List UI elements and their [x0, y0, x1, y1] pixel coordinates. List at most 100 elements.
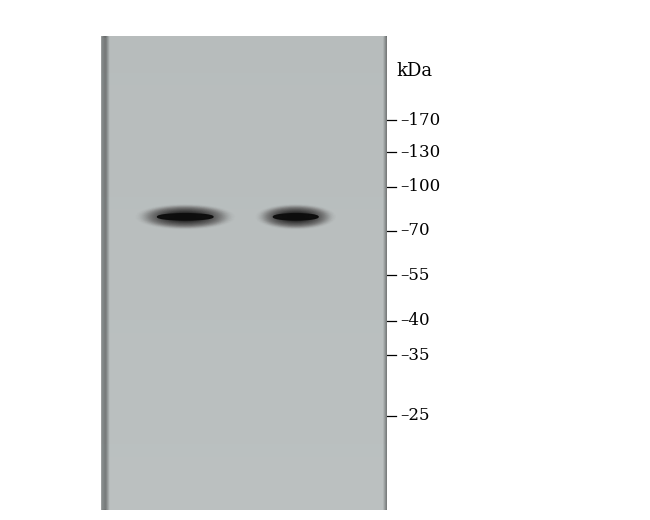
Ellipse shape — [271, 209, 320, 225]
Text: –40: –40 — [400, 312, 430, 329]
Ellipse shape — [259, 205, 333, 228]
Text: 2: 2 — [304, 62, 317, 81]
Bar — [101, 36, 105, 510]
Ellipse shape — [268, 209, 323, 225]
Text: –35: –35 — [400, 347, 430, 364]
Ellipse shape — [259, 206, 332, 228]
Ellipse shape — [171, 213, 200, 220]
Ellipse shape — [157, 214, 213, 220]
Bar — [384, 36, 389, 510]
Ellipse shape — [285, 214, 306, 220]
Ellipse shape — [281, 212, 311, 222]
Bar — [384, 36, 387, 510]
Ellipse shape — [163, 212, 207, 222]
Bar — [384, 36, 388, 510]
Ellipse shape — [283, 213, 309, 221]
Bar — [103, 36, 108, 510]
Ellipse shape — [174, 214, 196, 219]
Ellipse shape — [169, 213, 202, 221]
Bar — [101, 36, 105, 510]
Ellipse shape — [280, 212, 311, 222]
Ellipse shape — [276, 211, 316, 223]
Bar — [383, 36, 387, 510]
Bar — [386, 36, 391, 510]
Text: kDa: kDa — [396, 62, 432, 81]
Bar — [103, 36, 107, 510]
Bar — [385, 36, 389, 510]
Ellipse shape — [263, 207, 328, 227]
Ellipse shape — [145, 207, 226, 227]
Bar — [105, 36, 109, 510]
Ellipse shape — [177, 215, 193, 219]
Ellipse shape — [289, 215, 303, 219]
Bar — [101, 36, 106, 510]
Bar — [385, 36, 389, 510]
Bar — [101, 36, 105, 510]
Ellipse shape — [172, 214, 198, 220]
Ellipse shape — [176, 214, 195, 219]
Ellipse shape — [279, 212, 313, 222]
Bar — [104, 36, 108, 510]
Bar — [102, 36, 107, 510]
Ellipse shape — [278, 212, 313, 222]
Ellipse shape — [142, 206, 229, 228]
Ellipse shape — [287, 214, 304, 219]
Bar — [382, 36, 387, 510]
Ellipse shape — [276, 211, 315, 223]
Bar — [387, 36, 391, 510]
Ellipse shape — [262, 206, 330, 227]
Ellipse shape — [144, 206, 227, 227]
Ellipse shape — [149, 208, 222, 226]
Text: –100: –100 — [400, 178, 440, 195]
Bar — [105, 36, 109, 510]
Bar — [384, 36, 388, 510]
Bar — [102, 36, 107, 510]
Ellipse shape — [286, 214, 306, 220]
Text: –55: –55 — [400, 267, 430, 284]
Ellipse shape — [269, 209, 322, 225]
Ellipse shape — [148, 207, 222, 226]
Bar — [385, 36, 389, 510]
Ellipse shape — [290, 215, 302, 219]
Ellipse shape — [266, 207, 326, 226]
Ellipse shape — [261, 206, 331, 228]
Ellipse shape — [274, 211, 317, 223]
Ellipse shape — [158, 210, 213, 224]
Bar — [385, 36, 389, 510]
Ellipse shape — [274, 210, 318, 224]
Ellipse shape — [151, 209, 219, 225]
Ellipse shape — [160, 211, 211, 223]
Bar — [386, 36, 391, 510]
Ellipse shape — [162, 211, 208, 223]
Ellipse shape — [150, 208, 220, 226]
Ellipse shape — [281, 213, 310, 221]
Bar — [384, 36, 389, 510]
Ellipse shape — [166, 212, 204, 222]
Ellipse shape — [156, 210, 214, 224]
Ellipse shape — [170, 213, 200, 220]
Ellipse shape — [142, 206, 228, 227]
Bar — [383, 36, 387, 510]
Ellipse shape — [268, 208, 324, 226]
Ellipse shape — [159, 211, 211, 223]
Ellipse shape — [157, 210, 214, 224]
Ellipse shape — [140, 206, 230, 228]
Ellipse shape — [161, 211, 209, 223]
Ellipse shape — [155, 209, 216, 225]
Bar — [103, 36, 107, 510]
Ellipse shape — [283, 213, 308, 220]
Ellipse shape — [153, 209, 218, 225]
Bar — [383, 36, 387, 510]
Ellipse shape — [166, 212, 205, 222]
Text: –25: –25 — [400, 407, 430, 424]
Ellipse shape — [264, 207, 328, 227]
Ellipse shape — [272, 210, 320, 224]
Ellipse shape — [147, 207, 224, 226]
Ellipse shape — [146, 207, 225, 227]
Ellipse shape — [177, 215, 194, 219]
Ellipse shape — [284, 213, 307, 220]
Bar — [101, 36, 106, 510]
Bar — [104, 36, 109, 510]
Bar — [384, 36, 388, 510]
Ellipse shape — [168, 213, 203, 221]
